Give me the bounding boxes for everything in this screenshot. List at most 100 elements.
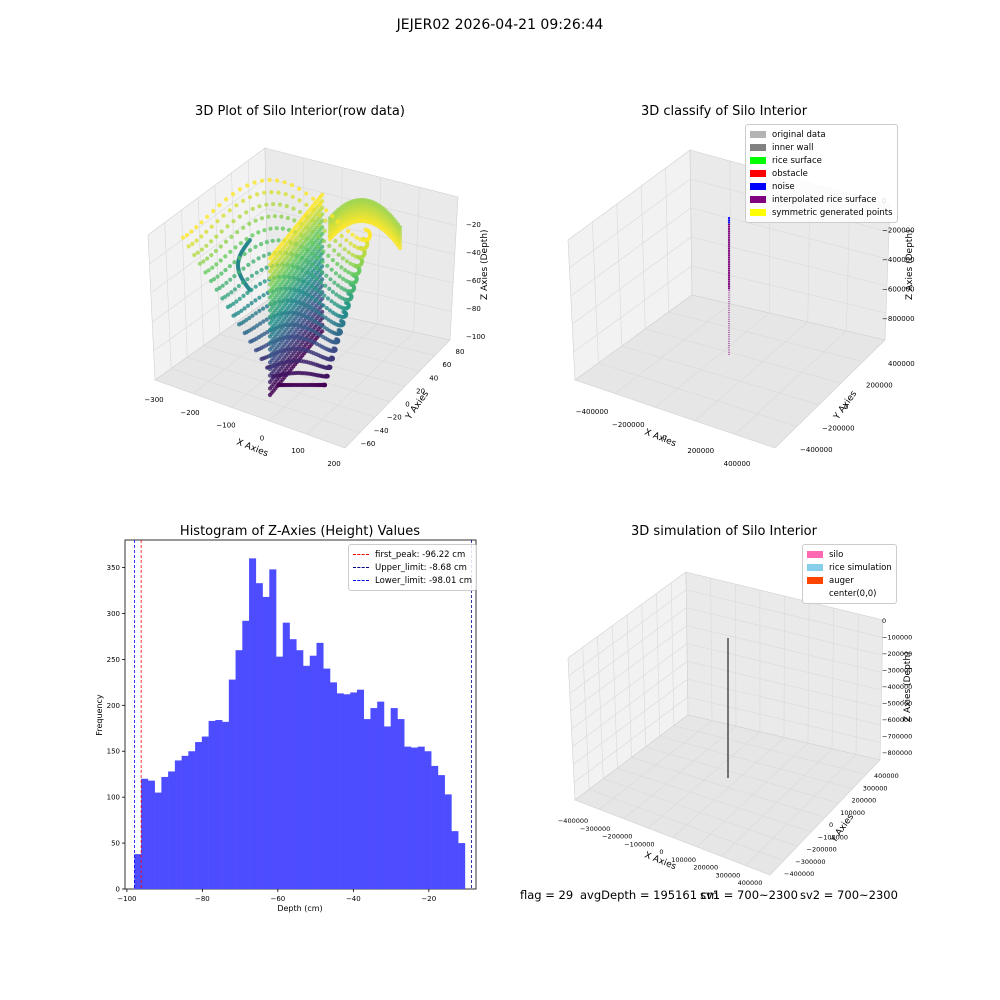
panel2-point	[728, 301, 730, 303]
panel1-point	[314, 276, 319, 281]
panel1-point	[321, 239, 327, 244]
histogram-bar	[201, 736, 209, 889]
panel1-point	[266, 214, 271, 219]
panel2-point	[728, 349, 730, 351]
histogram-bar	[397, 719, 405, 889]
panel1-point	[341, 224, 346, 229]
panel1-point	[328, 277, 333, 282]
legend-label: auger	[829, 575, 854, 586]
panel1-point	[199, 234, 204, 239]
histogram-bar	[228, 679, 236, 889]
histogram-bar	[309, 655, 317, 889]
panel1-point	[184, 233, 190, 238]
legend-entry: silo	[807, 548, 892, 561]
panel1-point-cloud	[180, 177, 403, 398]
panel1-point	[227, 264, 232, 269]
panel1-point	[318, 290, 323, 295]
panel4-y-tick: 400000	[874, 772, 899, 780]
panel2-point	[727, 227, 731, 231]
panel1-point	[353, 254, 358, 259]
panel1-point	[277, 202, 283, 207]
panel2-point	[728, 353, 730, 355]
grid-line	[572, 661, 688, 747]
panel1-point	[320, 296, 325, 301]
panel1-point	[297, 198, 302, 203]
grid-line	[572, 236, 692, 325]
panel1-point	[309, 328, 314, 333]
panel1-point	[205, 214, 210, 219]
histogram-bar	[383, 726, 391, 889]
panel1-point	[326, 253, 331, 258]
y-tick-label: 300	[107, 610, 120, 618]
panel2-y-tick: −400000	[800, 446, 833, 454]
grid-line	[573, 265, 692, 353]
histogram-bar	[235, 650, 243, 889]
panel3-axes: −100 −80 −60 −40 −20 0 50 100 150 200 250 300 350 D…	[95, 539, 477, 913]
legend-label: center(0,0)	[829, 588, 877, 599]
panel1-point	[310, 251, 315, 256]
panel1-point	[257, 308, 262, 313]
panel1-point	[320, 244, 325, 249]
grid-line	[614, 303, 731, 394]
x-tick-label: −40	[346, 895, 361, 903]
panel2-point	[728, 318, 730, 320]
panel1-point	[247, 248, 253, 253]
panel1-point	[245, 277, 250, 282]
histogram-bar	[323, 668, 331, 889]
panel1-point	[250, 206, 255, 211]
panel4-y-tick: 200000	[852, 797, 877, 805]
panel1-point	[320, 218, 325, 223]
panel3-x-ticks: −100 −80 −60 −40 −20	[117, 889, 436, 903]
panel1-point	[220, 283, 225, 288]
panel1-point	[245, 183, 250, 188]
panel1-point	[284, 204, 289, 209]
panel1-point	[225, 304, 230, 310]
panel1-point	[258, 281, 263, 286]
panel1-point	[327, 243, 332, 248]
panel1-point	[309, 295, 314, 300]
x-tick-label: −20	[421, 895, 436, 903]
panel1-point	[315, 266, 320, 271]
panel1-y-tick: 40	[429, 374, 438, 382]
panel2-point	[727, 216, 731, 220]
panel1-point	[260, 178, 265, 183]
panel2-point	[727, 254, 731, 257]
panel1-point	[337, 294, 342, 299]
panel1-point	[317, 202, 322, 207]
y-tick-label: 100	[107, 794, 120, 802]
panel4-x-tick: 0	[659, 848, 663, 856]
panel1-point	[279, 214, 284, 219]
panel1-point	[339, 233, 344, 239]
legend-label: noise	[772, 181, 795, 192]
panel1-point	[299, 324, 304, 329]
panel2-point	[727, 260, 731, 264]
panel1-point	[348, 241, 353, 246]
histogram-bar	[424, 751, 432, 889]
panel1-point	[215, 219, 220, 224]
panel1-point	[309, 306, 314, 311]
panel1-x-tick: 100	[291, 447, 304, 455]
panel1-point	[210, 265, 215, 270]
panel1-point	[280, 226, 285, 231]
grid-line	[690, 207, 889, 260]
grid-line	[687, 678, 881, 726]
panel1-point	[256, 230, 261, 235]
legend-swatch	[807, 564, 823, 571]
panel4-y-tick: 300000	[863, 784, 888, 792]
grid-line	[598, 362, 798, 427]
panel1-y-tick: 20	[416, 387, 425, 395]
panel1-point	[305, 281, 310, 286]
panel4-y-ticks: −400000 −300000 −200000 −100000 0 100000 20000…	[784, 772, 899, 878]
panel1-point	[319, 323, 324, 328]
panel1-point	[319, 269, 324, 275]
legend-line	[353, 580, 369, 581]
panel1-point	[354, 235, 359, 240]
panel1-point	[325, 263, 330, 268]
panel1-point	[330, 214, 335, 219]
panel1-point	[310, 262, 315, 267]
panel1-point	[322, 228, 327, 233]
panel1-point	[229, 234, 234, 239]
panel1-point	[219, 271, 224, 276]
panel1-point	[297, 335, 302, 340]
panel4-x-tick: 300000	[715, 871, 740, 879]
